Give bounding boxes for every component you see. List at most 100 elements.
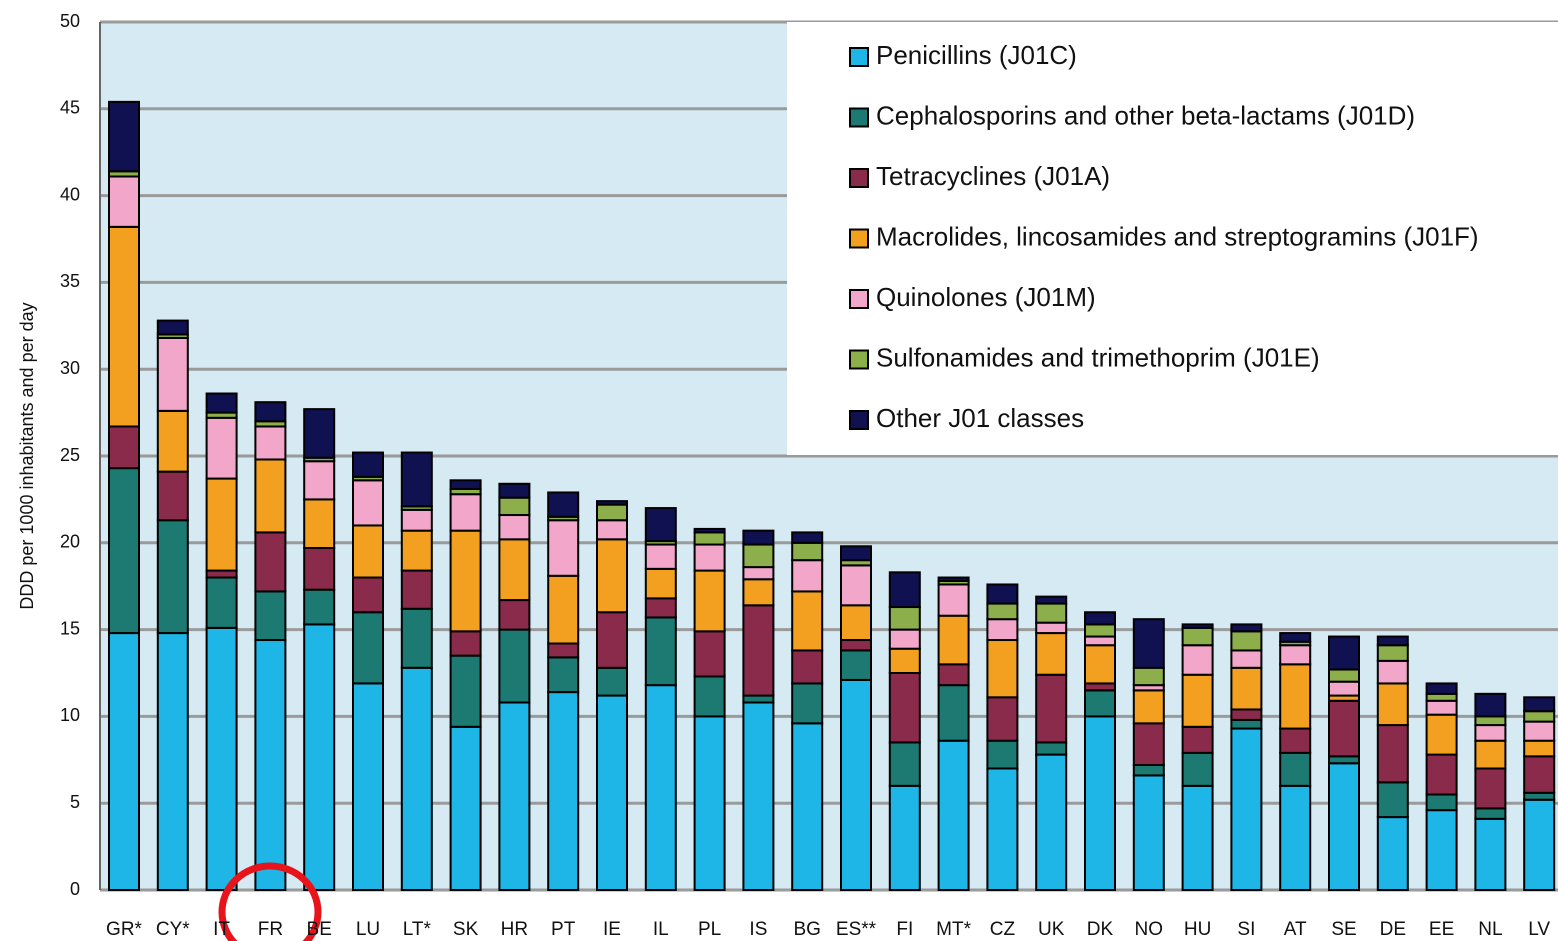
bar-segment xyxy=(254,590,287,642)
bar-segment xyxy=(644,597,677,619)
bar-segment xyxy=(1084,623,1116,638)
bar-segment xyxy=(547,656,580,694)
y-tick-label: 20 xyxy=(60,532,80,552)
bar-segment xyxy=(400,451,433,508)
bar-segment xyxy=(937,663,970,687)
bar-segment xyxy=(1474,817,1507,891)
bar-segment xyxy=(108,175,140,228)
bar-segment xyxy=(400,569,433,610)
bar-segment xyxy=(986,696,1019,742)
x-tick-label: NO xyxy=(1135,919,1164,940)
bar-segment xyxy=(791,590,824,652)
bar-segment xyxy=(1376,635,1409,647)
bar-segment xyxy=(1230,708,1263,721)
x-tick-label: SE xyxy=(1331,919,1356,940)
bar-segment xyxy=(937,614,970,666)
bar-segment xyxy=(1084,689,1116,718)
bar-segment xyxy=(303,588,336,626)
bar-segment xyxy=(156,336,189,412)
bar-segment xyxy=(1328,680,1360,697)
x-tick-label: PL xyxy=(698,919,721,940)
y-axis-label: DDD per 1000 inhabitants and per day xyxy=(17,302,37,609)
legend-swatch xyxy=(849,349,869,370)
y-tick-label: 45 xyxy=(60,98,80,118)
bar-segment xyxy=(449,493,482,532)
bar-segment xyxy=(498,599,531,631)
bar-segment xyxy=(1376,644,1409,662)
bar-segment xyxy=(1181,751,1214,787)
bar-segment xyxy=(254,401,287,423)
bar-segment xyxy=(1132,722,1165,767)
x-tick-label: SK xyxy=(453,919,479,940)
x-tick-label: HR xyxy=(501,919,528,940)
bar-segment xyxy=(1328,635,1360,671)
bar-segment xyxy=(108,632,140,892)
bar-segment xyxy=(1132,764,1165,777)
bar-segment xyxy=(1328,699,1360,758)
bar-segment xyxy=(596,611,628,669)
bar-segment xyxy=(1132,774,1165,892)
x-tick-label: HU xyxy=(1184,919,1211,940)
bar-segment xyxy=(888,571,921,609)
bar-segment xyxy=(254,531,287,593)
x-tick-label: BG xyxy=(793,919,820,940)
bar-segment xyxy=(108,467,140,635)
bar-segment xyxy=(1474,739,1507,770)
bar-segment xyxy=(156,632,189,892)
x-tick-label: IL xyxy=(653,919,669,940)
bar-segment xyxy=(1035,741,1068,756)
legend: Penicillins (J01C) Cephalosporins and oth… xyxy=(787,22,1558,455)
bar-segment xyxy=(400,607,433,669)
bar-segment xyxy=(205,569,238,579)
legend-label: Cephalosporins and other beta-lactams (J… xyxy=(876,100,1415,130)
bar-segment xyxy=(205,626,238,891)
x-tick-label: LU xyxy=(356,919,380,940)
bar-segment xyxy=(1425,692,1458,702)
bar-segment xyxy=(1035,602,1068,624)
bar-segment xyxy=(498,628,531,704)
x-tick-label: DE xyxy=(1380,919,1406,940)
bar-segment xyxy=(1084,644,1116,685)
bar-segment xyxy=(449,654,482,728)
bar-segment xyxy=(1376,682,1409,727)
bar-segment xyxy=(1425,682,1458,695)
legend-box xyxy=(787,22,1558,455)
bar-segment xyxy=(303,408,336,459)
bar-segment xyxy=(986,583,1019,605)
bar-segment xyxy=(888,647,921,674)
bar-segment xyxy=(596,694,628,891)
bar-segment xyxy=(596,538,628,614)
bar-segment xyxy=(352,682,384,892)
x-tick-label: CZ xyxy=(990,919,1016,940)
bar-segment xyxy=(742,529,775,546)
bar-segment xyxy=(1523,710,1556,723)
bar-segment xyxy=(1328,755,1360,765)
bar-segment xyxy=(1425,699,1458,716)
x-tick-label: FR xyxy=(258,919,283,940)
y-tick-label: 10 xyxy=(60,705,80,725)
x-tick-label: PT xyxy=(551,919,576,940)
bar-segment xyxy=(1523,798,1556,892)
bar-segment xyxy=(547,642,580,659)
y-tick-label: 35 xyxy=(60,271,80,291)
bar-segment xyxy=(1084,611,1116,626)
y-tick-label: 50 xyxy=(60,11,80,31)
legend-swatch xyxy=(849,168,869,188)
bar-segment xyxy=(1230,666,1263,711)
bar-segment xyxy=(693,630,726,678)
bar-segment xyxy=(108,225,140,428)
bar-segment xyxy=(693,715,726,892)
x-tick-label: LV xyxy=(1528,919,1550,940)
bar-segment xyxy=(1279,644,1312,666)
legend-label: Sulfonamides and trimethoprim (J01E) xyxy=(876,342,1320,372)
bar-segment xyxy=(1084,635,1116,647)
bar-segment xyxy=(1035,753,1068,891)
y-tick-label: 15 xyxy=(60,618,80,638)
bar-segment xyxy=(1230,630,1263,652)
bar-segment xyxy=(547,691,580,892)
bar-segment xyxy=(1376,816,1409,892)
bar-segment xyxy=(1181,673,1214,728)
bar-segment xyxy=(205,477,238,572)
bar-segment xyxy=(498,514,531,541)
bar-segment xyxy=(937,684,970,742)
